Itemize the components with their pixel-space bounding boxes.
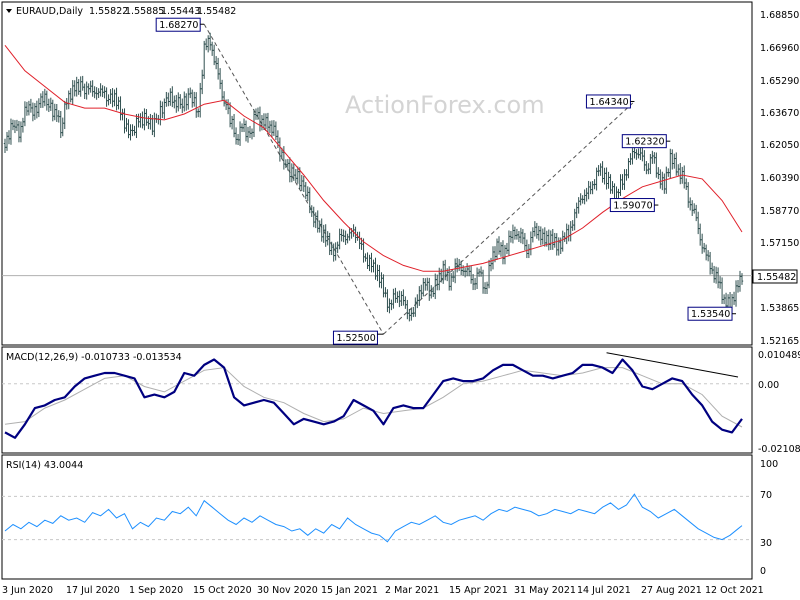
date-label: 12 Oct 2021 [705,585,764,596]
macd-divergence-line [606,352,739,378]
date-label: 14 Jul 2021 [577,585,631,596]
macd-plot [2,352,752,439]
rsi-plot [2,493,752,543]
macd-tick: 0.010489 [758,350,800,361]
annotation-label: 1.53540 [691,309,730,320]
macd-line [4,358,743,439]
macd-panel [1,346,753,454]
annotation-label: 1.68270 [159,20,198,31]
price-tick: 1.66960 [760,43,799,54]
price-tick: 1.68850 [760,10,799,21]
date-label: 1 Sep 2020 [129,585,183,596]
date-label: 30 Nov 2020 [257,585,318,596]
price-yaxis: 1.68850 1.66960 1.65290 1.63670 1.62050 … [760,10,799,347]
annotation-label: 1.64340 [589,97,628,108]
date-label: 3 Jun 2020 [2,585,53,596]
ohlc-high: 1.55885 [125,6,164,17]
annotation-label: 1.52500 [336,333,375,344]
price-annotation: 1.64340 [585,94,635,109]
price-annotations: 1.68270 1.52500 1.64340 1.62320 1.59070 1.535… [155,17,737,345]
price-annotation: 1.68270 [155,17,205,32]
price-tick: 1.53865 [760,303,799,314]
macd-tick: 0.00 [758,380,779,391]
trendline [203,23,384,335]
annotation-label: 1.59070 [613,201,652,212]
date-label: 17 Jul 2020 [66,585,120,596]
price-annotation: 1.59070 [609,198,659,213]
date-label: 15 Jan 2021 [321,585,378,596]
macd-title: MACD(12,26,9) -0.010733 -0.013534 [6,352,182,363]
price-header: EURAUD,Daily 1.55822 1.55885 1.55443 1.5… [6,6,236,17]
date-label: 15 Oct 2020 [193,585,252,596]
ohlc-low: 1.55443 [161,6,200,17]
collapse-triangle-icon [6,9,12,13]
price-tick: 1.58770 [760,206,799,217]
annotation-label: 1.62320 [625,137,664,148]
rsi-line [4,493,743,543]
price-bar [740,273,744,285]
price-tick: 1.65290 [760,76,799,87]
rsi-panel [1,454,753,580]
macd-tick: -0.021083 [758,444,800,455]
price-panel [1,1,753,346]
ohlc-close: 1.55482 [197,6,236,17]
rsi-tick: 70 [760,490,772,501]
price-annotation: 1.62320 [621,134,671,149]
symbol-title: EURAUD,Daily [16,6,83,17]
rsi-tick: 30 [760,538,772,549]
rsi-yaxis: 100 70 30 0 [760,459,778,577]
price-tick: 1.57150 [760,238,799,249]
price-tick: 1.63670 [760,108,799,119]
ohlc-open: 1.55822 [89,6,128,17]
trendline [383,101,635,335]
date-label: 31 May 2021 [514,585,576,596]
date-label: 27 Aug 2021 [641,585,702,596]
current-price-tag: 1.55482 [752,269,798,284]
watermark: ActionForex.com [345,91,545,119]
macd-yaxis: 0.010489 0.00 -0.021083 [758,350,800,455]
price-annotation: 1.52500 [332,330,384,345]
price-tick: 1.62050 [760,140,799,151]
rsi-title: RSI(14) 43.0044 [6,460,83,471]
price-annotation: 1.53540 [687,306,737,321]
rsi-tick: 0 [760,566,766,577]
rsi-tick: 100 [760,459,778,470]
date-label: 15 Apr 2021 [449,585,508,596]
price-tick: 1.52165 [760,336,799,347]
price-bars [3,32,744,322]
price-trendlines [203,23,635,335]
date-axis: 3 Jun 2020 17 Jul 2020 1 Sep 2020 15 Oct… [2,585,764,596]
current-price-label: 1.55482 [757,272,796,283]
date-label: 2 Mar 2021 [385,585,439,596]
price-tick: 1.60390 [760,173,799,184]
